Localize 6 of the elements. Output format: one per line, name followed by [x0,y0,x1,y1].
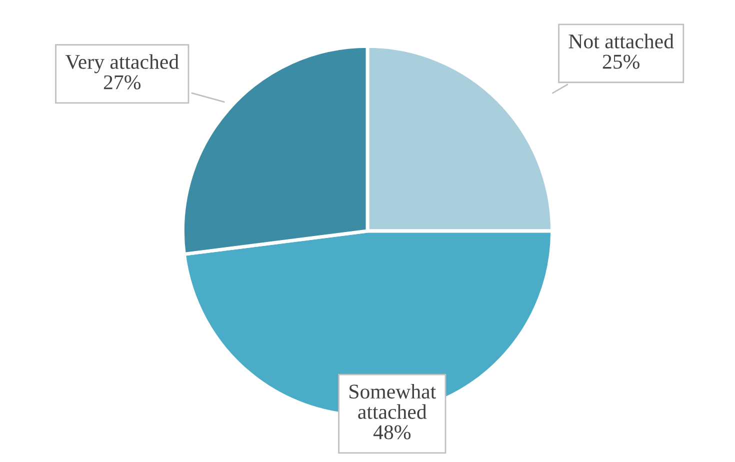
data-label: 25% [602,54,640,69]
slice-label: Very attached [65,54,179,74]
data-label: 27% [104,75,141,90]
slice-label: Somewhat attached [350,384,436,419]
data-label: 48% [373,425,411,440]
slice-label: Not attached [568,34,674,48]
